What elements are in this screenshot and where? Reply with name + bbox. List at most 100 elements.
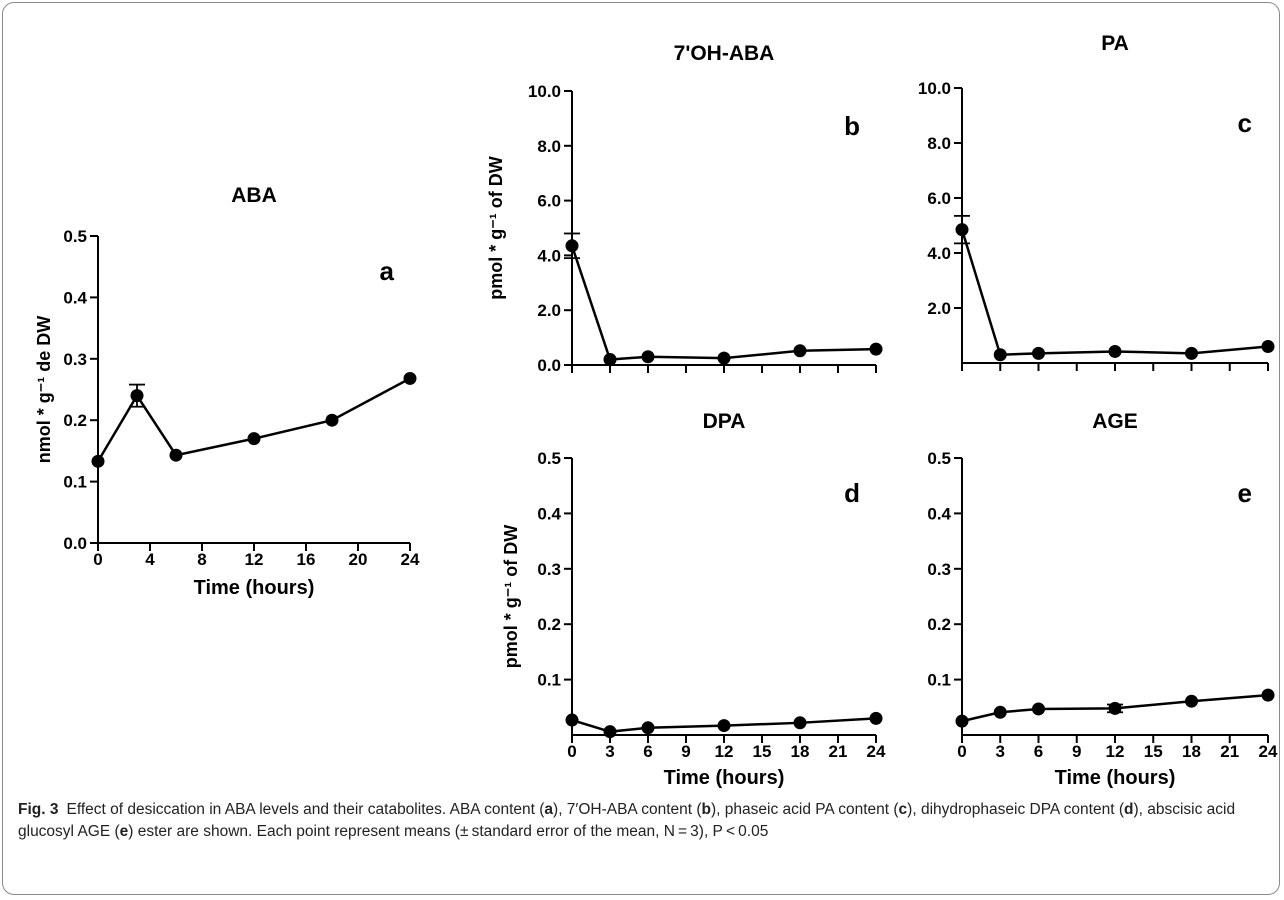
y-tick-label: 8.0 — [537, 137, 561, 156]
x-tick-label: 0 — [957, 742, 966, 761]
y-axis-label: nmol * g⁻¹ de DW — [34, 316, 54, 464]
x-tick-label: 9 — [681, 742, 690, 761]
caption-segment: ) ester are shown. Each point represent … — [128, 823, 769, 840]
caption-panel-letter: b — [701, 801, 711, 818]
caption-panel-letter: c — [898, 801, 908, 818]
y-tick-label: 0.1 — [927, 671, 951, 690]
x-tick-label: 0 — [567, 742, 576, 761]
data-point — [1261, 340, 1275, 353]
y-tick-label: 0.5 — [927, 449, 951, 468]
data-point — [403, 371, 417, 385]
x-tick-label: 9 — [1072, 742, 1081, 761]
series-line — [570, 245, 877, 361]
panel-letter: d — [844, 478, 860, 508]
data-point — [993, 348, 1007, 362]
data-point — [641, 350, 655, 364]
y-tick-label: 10.0 — [528, 82, 561, 101]
chart-panel-e: AGE e 0.1 0.2 0.3 0.4 0.5 0 3 6 9 12 15 18 21 24 Time (h… — [927, 410, 1278, 789]
y-tick-label: 0.4 — [63, 288, 87, 307]
chart-panel-d: DPA d 0.1 0.2 0.3 0.4 0.5 0 3 6 9 12 15 18 21 24 Time (h… — [501, 410, 886, 789]
x-tick-label: 21 — [829, 742, 848, 761]
data-point — [603, 353, 617, 367]
x-tick-label: 18 — [791, 742, 810, 761]
y-tick-label: 0.3 — [927, 560, 951, 579]
x-tick-label: 15 — [1144, 742, 1163, 761]
data-point — [169, 448, 183, 462]
data-point — [1185, 694, 1198, 708]
y-tick-label: 0.4 — [537, 504, 561, 523]
y-tick-label: 0.1 — [63, 473, 87, 492]
x-tick-label: 15 — [753, 742, 772, 761]
x-tick-label: 16 — [297, 550, 316, 569]
panel-letter: e — [1238, 478, 1252, 508]
chart-panel-a: ABA a 0.0 0.1 0.2 0.3 0.4 0.5 0 4 8 12 16 20 24 Time (h… — [34, 184, 420, 599]
chart-title: DPA — [703, 410, 746, 433]
data-point — [1108, 701, 1122, 715]
data-point — [91, 454, 105, 468]
y-tick-label: 0.5 — [537, 449, 561, 468]
x-tick-label: 0 — [93, 550, 102, 569]
y-tick-label: 0.5 — [63, 227, 87, 246]
y-tick-label: 4.0 — [537, 246, 561, 265]
panel-letter: a — [380, 256, 395, 286]
y-tick-label: 0.1 — [537, 671, 561, 690]
data-point — [793, 716, 807, 730]
x-tick-label: 24 — [401, 550, 420, 569]
caption-segment: Effect of desiccation in ABA levels and … — [66, 801, 545, 818]
y-tick-label: 6.0 — [537, 192, 561, 211]
panel-letter: b — [844, 111, 860, 141]
caption-segment: ), dihydrophaseic DPA content ( — [907, 801, 1124, 818]
x-tick-label: 12 — [715, 742, 734, 761]
y-axis-label: pmol * g⁻¹ of DW — [501, 525, 521, 668]
data-point — [869, 342, 883, 356]
data-point — [565, 713, 579, 727]
data-point — [1185, 346, 1198, 360]
x-tick-label: 6 — [643, 742, 652, 761]
figure-panels: ABA a 0.0 0.1 0.2 0.3 0.4 0.5 0 4 8 12 16 20 24 Time (h… — [34, 32, 1278, 789]
x-tick-label: 12 — [245, 550, 264, 569]
y-tick-label: 0.3 — [63, 350, 87, 369]
data-point — [1261, 688, 1275, 702]
data-point — [717, 719, 731, 733]
data-point — [793, 344, 807, 358]
caption-panel-letter: e — [119, 823, 129, 840]
y-tick-label: 0.2 — [537, 615, 561, 634]
x-tick-label: 12 — [1106, 742, 1125, 761]
y-axis-label: pmol * g⁻¹ of DW — [486, 156, 506, 299]
y-tick-label: 0.2 — [63, 411, 87, 430]
x-tick-label: 6 — [1034, 742, 1043, 761]
y-tick-label: 0.4 — [927, 504, 951, 523]
figure-caption: Fig. 3 Effect of desiccation in ABA level… — [18, 799, 1268, 843]
y-tick-label: 0.2 — [927, 615, 951, 634]
x-tick-label: 4 — [145, 550, 155, 569]
series-line — [960, 229, 1269, 357]
data-point — [1032, 702, 1045, 716]
caption-segment: ), abscisic acid glucosyl AGE ( — [18, 801, 1236, 840]
y-tick-label: 4.0 — [927, 244, 951, 263]
x-tick-label: 20 — [349, 550, 368, 569]
chart-title: AGE — [1092, 410, 1138, 433]
y-tick-label: 6.0 — [927, 189, 951, 208]
data-point — [1108, 344, 1122, 358]
x-axis-label: Time (hours) — [664, 767, 785, 789]
x-tick-label: 18 — [1182, 742, 1201, 761]
data-point — [869, 711, 883, 725]
x-tick-label: 21 — [1220, 742, 1239, 761]
y-tick-label: 8.0 — [927, 134, 951, 153]
data-point — [641, 721, 655, 735]
chart-panel-b: 7'OH-ABA b 0.0 2.0 4.0 6.0 8.0 10.0 pmol * g⁻¹ o… — [486, 42, 883, 375]
caption-segment: ), 7′OH-ABA content ( — [553, 801, 702, 818]
data-point — [955, 223, 969, 237]
x-axis-label: Time (hours) — [194, 577, 315, 599]
x-axis-label: Time (hours) — [1055, 767, 1176, 789]
x-tick-label: 3 — [605, 742, 614, 761]
chart-title: PA — [1101, 32, 1129, 55]
data-point — [130, 389, 144, 403]
x-tick-label: 24 — [1259, 742, 1278, 761]
data-point — [1032, 346, 1045, 360]
data-point — [247, 432, 261, 446]
x-tick-label: 8 — [197, 550, 206, 569]
caption-label: Fig. 3 — [18, 801, 59, 818]
y-tick-label: 2.0 — [537, 301, 561, 320]
